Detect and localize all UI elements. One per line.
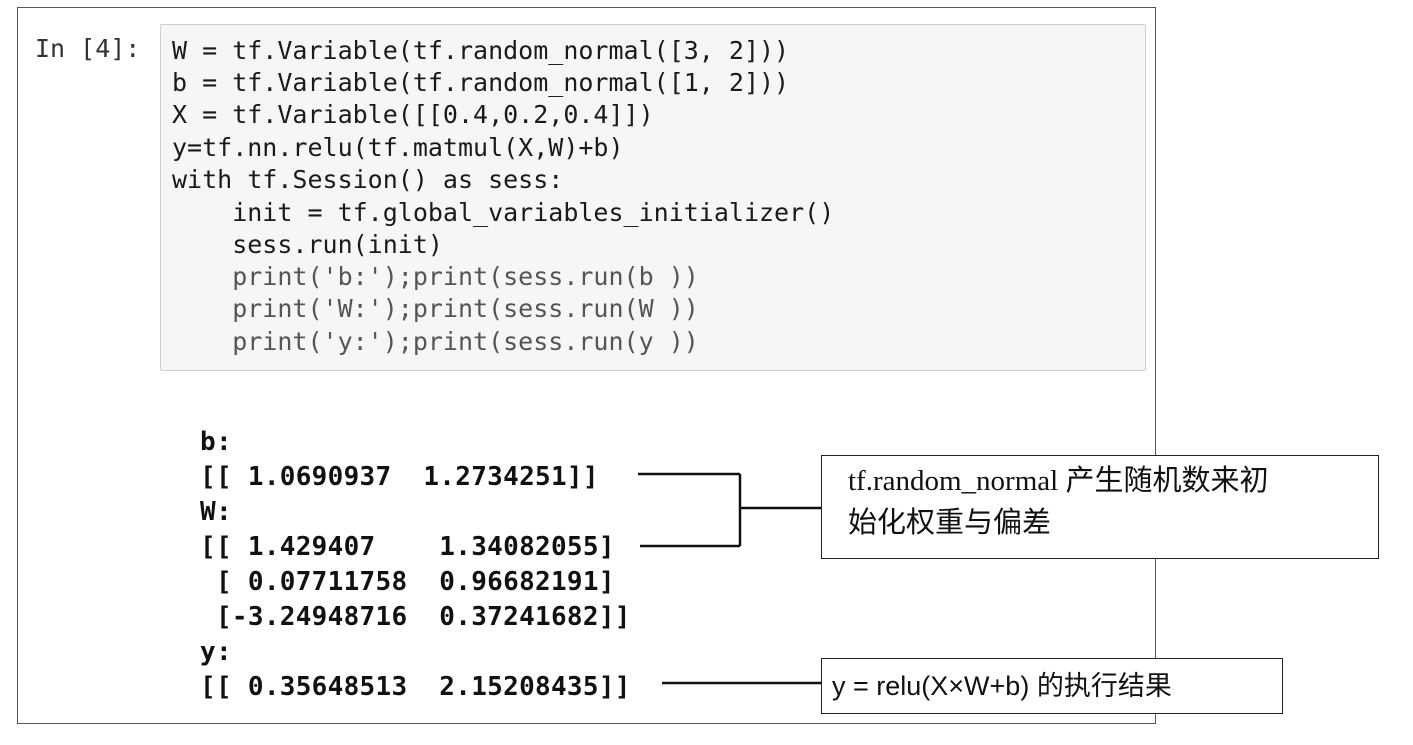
code-cell[interactable] [160,24,1146,371]
code-line: print('W:');print(sess.run(W )) [172,294,699,323]
code-line: print('y:');print(sess.run(y )) [172,327,699,356]
code-line: y=tf.nn.relu(tf.matmul(X,W)+b) [172,133,624,162]
code-line: init = tf.global_variables_initializer() [172,198,835,227]
init-note-line2: 始化权重与偏差 [848,507,1052,539]
code-line: print('b:');print(sess.run(b )) [172,262,699,291]
result-note: y = relu(X×W+b) 的执行结果 [832,671,1172,701]
code-line: with tf.Session() as sess: [172,165,564,194]
code-line: sess.run(init) [172,230,443,259]
output-line: y: [200,637,232,667]
init-callout: tf.random_normal 产生随机数来初 始化权重与偏差 [821,455,1379,559]
output-line: [ 0.07711758 0.96682191] [200,567,615,597]
output-line: [[ 0.35648513 2.15208435]] [200,672,631,702]
code-line: X = tf.Variable([[0.4,0.2,0.4]]) [172,100,654,129]
result-callout: y = relu(X×W+b) 的执行结果 [821,658,1283,714]
cell-prompt: In [4]: [35,34,141,63]
code-line: W = tf.Variable(tf.random_normal([3, 2])… [172,36,790,65]
output-line: b: [200,427,232,457]
code-line: b = tf.Variable(tf.random_normal([1, 2])… [172,68,790,97]
output-line: [-3.24948716 0.37241682]] [200,602,631,632]
output-line: [[ 1.429407 1.34082055] [200,532,615,562]
init-note-line1: tf.random_normal 产生随机数来初 [848,465,1269,497]
output-line: W: [200,497,232,527]
output-line: [[ 1.0690937 1.2734251]] [200,462,599,492]
